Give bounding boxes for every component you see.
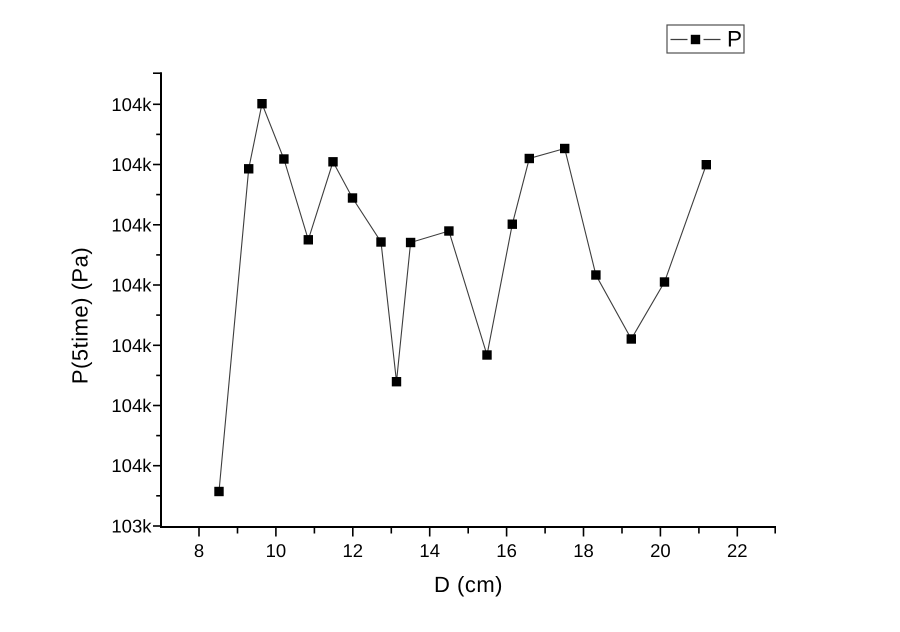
svg-text:20: 20 <box>650 540 671 561</box>
svg-text:16: 16 <box>496 540 517 561</box>
svg-text:P: P <box>727 27 742 52</box>
svg-text:10: 10 <box>266 540 287 561</box>
svg-text:104k: 104k <box>111 275 152 296</box>
svg-text:12: 12 <box>343 540 364 561</box>
svg-text:22: 22 <box>727 540 748 561</box>
svg-text:P(5time) (Pa): P(5time) (Pa) <box>68 247 93 384</box>
svg-text:104k: 104k <box>111 214 152 235</box>
svg-text:104k: 104k <box>111 455 152 476</box>
svg-text:103k: 103k <box>111 516 152 537</box>
svg-text:8: 8 <box>194 540 204 561</box>
svg-text:14: 14 <box>419 540 440 561</box>
svg-text:18: 18 <box>573 540 594 561</box>
svg-text:104k: 104k <box>111 335 152 356</box>
svg-text:104k: 104k <box>111 94 152 115</box>
svg-text:D (cm): D (cm) <box>434 572 503 597</box>
svg-text:104k: 104k <box>111 395 152 416</box>
svg-text:104k: 104k <box>111 154 152 175</box>
